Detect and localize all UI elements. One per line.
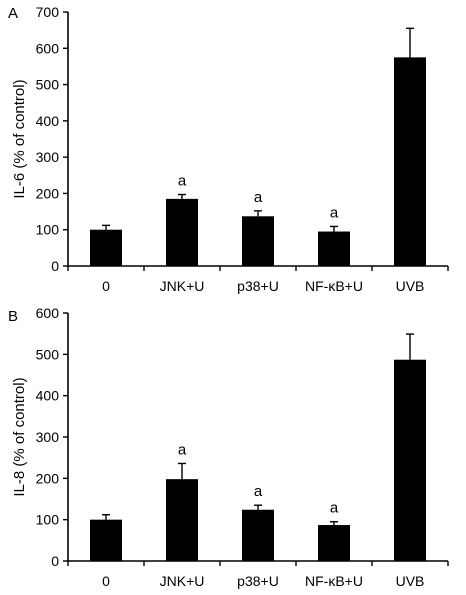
- significance-label: a: [254, 189, 263, 206]
- significance-label: a: [254, 483, 263, 500]
- bar-JNK+U: [166, 198, 198, 266]
- x-tick-label: p38+U: [237, 278, 279, 294]
- y-tick-label: 100: [36, 222, 60, 238]
- bar-0: [90, 229, 122, 266]
- y-tick-label: 100: [36, 512, 60, 528]
- y-tick-label: 600: [36, 40, 60, 56]
- y-tick-label: 600: [36, 305, 60, 321]
- y-tick-label: 200: [36, 185, 60, 201]
- y-tick-label: 700: [36, 4, 60, 20]
- bar-NF-κB+U: [318, 525, 350, 561]
- x-tick-label: 0: [102, 573, 110, 589]
- significance-label: a: [178, 173, 187, 190]
- y-tick-label: 500: [36, 77, 60, 93]
- y-axis-label: IL-8 (% of control): [11, 377, 28, 496]
- bar-NF-κB+U: [318, 231, 350, 266]
- y-axis-label: IL-6 (% of control): [11, 79, 28, 198]
- x-tick-label: 0: [102, 278, 110, 294]
- significance-label: a: [330, 500, 339, 517]
- y-tick-label: 400: [36, 113, 60, 129]
- y-tick-label: 400: [36, 388, 60, 404]
- bar-JNK+U: [166, 479, 198, 561]
- y-tick-label: 200: [36, 470, 60, 486]
- y-tick-label: 0: [51, 258, 59, 274]
- x-tick-label: JNK+U: [160, 573, 205, 589]
- significance-label: a: [178, 441, 187, 458]
- y-tick-label: 300: [36, 149, 60, 165]
- x-tick-label: UVB: [396, 573, 425, 589]
- x-tick-label: JNK+U: [160, 278, 205, 294]
- bar-p38+U: [242, 509, 274, 561]
- bar-UVB: [394, 57, 426, 266]
- panel-b: B 0 100 200 300 400 500 600 IL-8 (% of control) 0…: [8, 305, 449, 589]
- x-tick-label: UVB: [396, 278, 425, 294]
- y-tick-label: 300: [36, 429, 60, 445]
- panel-label: B: [8, 308, 18, 325]
- y-tick-label: 0: [51, 553, 59, 569]
- panel-a: A 0 100 200 300 400 500 600 700 IL-6 (% of contro…: [8, 4, 449, 294]
- x-tick-label: NF-κB+U: [305, 573, 363, 589]
- significance-label: a: [330, 204, 339, 221]
- panel-label: A: [8, 5, 18, 22]
- x-tick-label: p38+U: [237, 573, 279, 589]
- bar-UVB: [394, 359, 426, 561]
- y-tick-label: 500: [36, 346, 60, 362]
- bar-0: [90, 519, 122, 561]
- x-tick-label: NF-κB+U: [305, 278, 363, 294]
- bar-p38+U: [242, 216, 274, 266]
